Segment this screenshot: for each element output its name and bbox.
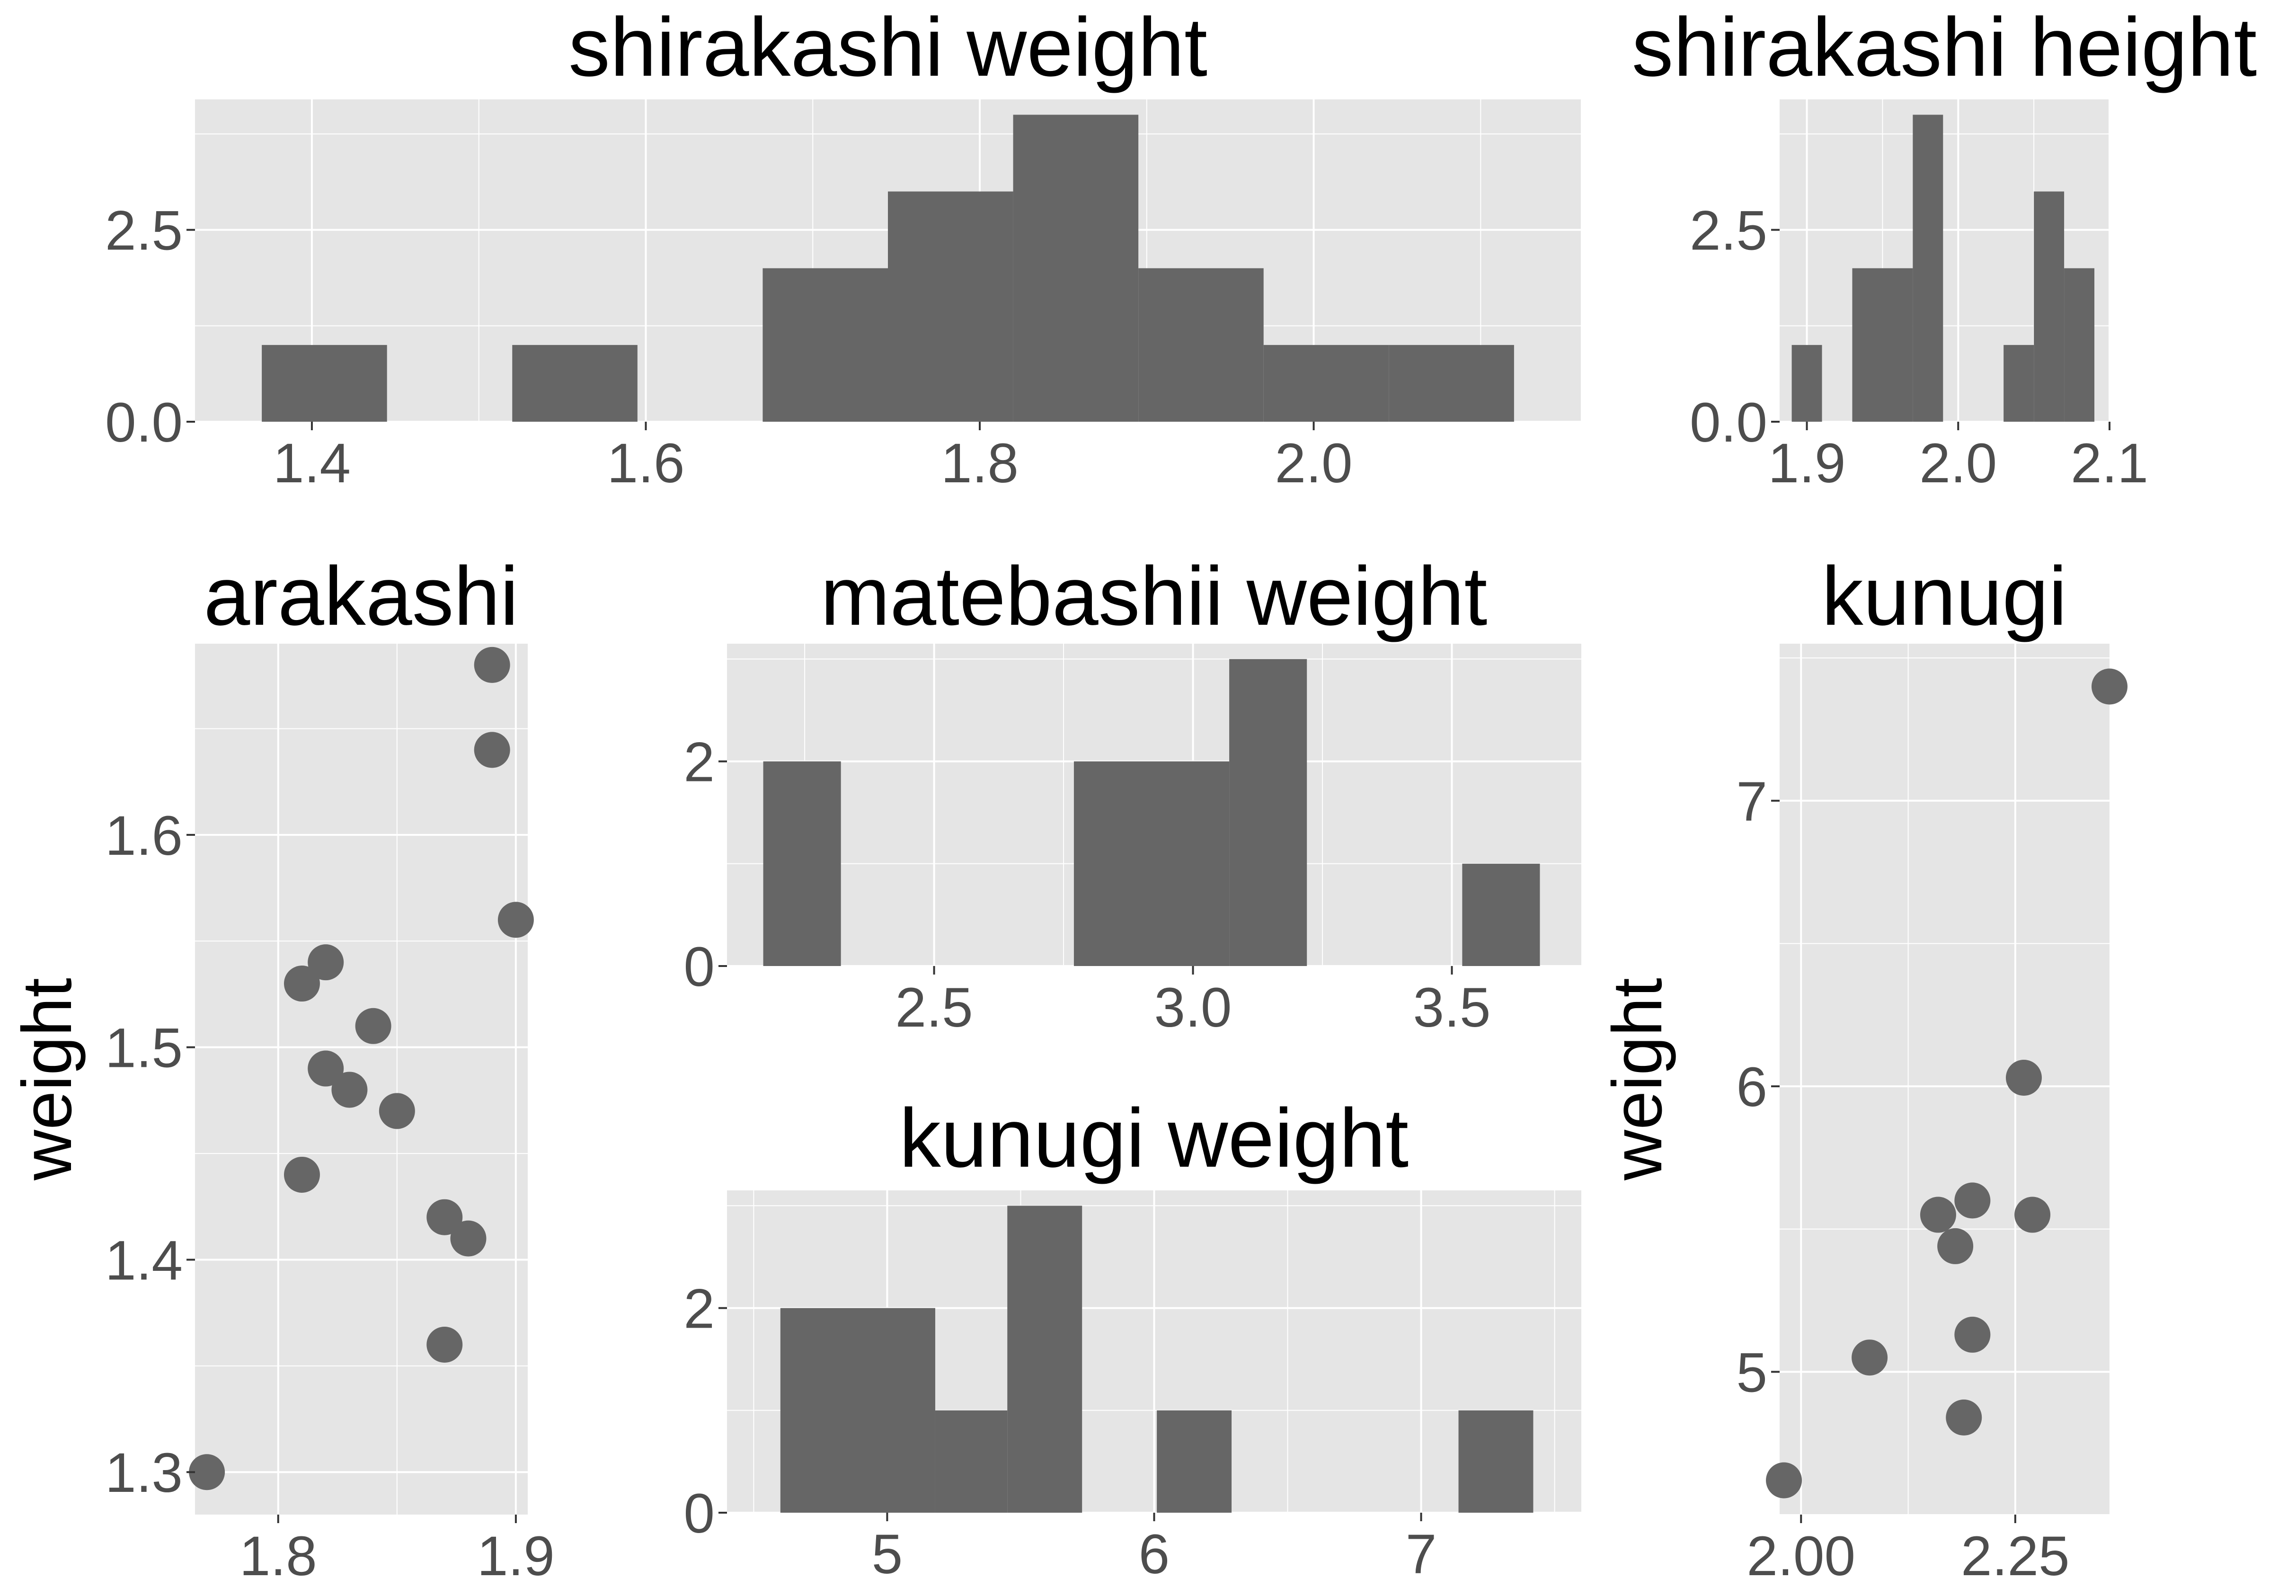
scatter-point-14 [497,902,534,938]
y-tick-label: 0.0 [105,391,183,454]
scatter-point-2 [284,1156,320,1193]
y-tick-label: 1.3 [105,1442,183,1504]
x-tick-label: 2.1 [2071,432,2148,495]
y-tick-label: 1.4 [105,1229,183,1292]
y-tick-label: 2.5 [105,200,183,262]
histogram-bar-9 [1462,863,1540,966]
panel-background [1780,644,2110,1515]
histogram-bar-1 [763,761,841,966]
scatter-point-1 [1766,1462,1802,1498]
histogram-bar-8 [1138,268,1264,422]
x-tick-label: 2.5 [895,976,973,1039]
scatter-point-3 [1920,1197,1956,1233]
histogram-bar-4 [1913,115,1943,422]
histogram-bar-5 [1157,1410,1232,1513]
x-tick-label: 5 [872,1523,903,1586]
histogram-bar-1 [780,1308,935,1513]
scatter-point-5 [1946,1399,1982,1436]
histogram-bar-7 [2034,191,2065,422]
scatter-point-9 [2014,1197,2051,1233]
scatter-point-8 [2005,1059,2042,1096]
x-tick-label: 1.8 [941,432,1019,495]
y-tick-label: 0 [683,936,715,998]
histogram-bar-3 [1007,1206,1082,1513]
histogram-bar-6 [1229,659,1307,966]
chart-title: matebashii weight [821,550,1488,643]
histogram-bar-1 [1791,345,1822,422]
x-tick-label: 2.25 [1961,1525,2070,1587]
scatter-point-1 [189,1454,225,1490]
y-tick-label: 6 [1736,1056,1767,1118]
y-tick-label: 0 [683,1482,715,1545]
histogram-bar-2 [935,1410,1008,1513]
histogram-bar-3 [512,345,638,422]
chart-title: shirakashi weight [568,1,1207,94]
scatter-point-7 [355,1008,391,1044]
x-tick-label: 2.0 [1919,432,1997,495]
panel-shirakashi-weight: 1.4 1.6 1.8 2.0 0.0 2.5 shirakashi weight [105,1,1581,495]
y-tick-label: 2 [683,731,715,794]
y-tick-label: 1.6 [105,805,183,867]
scatter-point-3 [284,966,320,1002]
y-tick-label: 2.5 [1690,200,1767,262]
y-axis-label: weight [8,978,86,1181]
x-tick-label: 1.9 [1768,432,1846,495]
panel-matebashii-weight: 2.5 3.0 3.5 0 2 matebashii weight [683,550,1581,1039]
panel-kunugi: 2.00 2.25 5 6 7 kunugi weight [1598,550,2128,1587]
histogram-bar-5 [1073,761,1230,966]
x-tick-label: 2.00 [1746,1525,1855,1587]
x-tick-label: 1.9 [477,1525,555,1587]
histogram-bar-3 [1852,268,1913,422]
scatter-point-12 [474,647,510,683]
y-tick-label: 0.0 [1690,391,1767,454]
x-tick-label: 6 [1139,1523,1170,1586]
x-tick-label: 3.5 [1413,976,1490,1039]
y-tick-label: 7 [1736,771,1767,833]
scatter-point-11 [450,1220,487,1257]
y-tick-label: 1.5 [105,1017,183,1080]
scatter-point-9 [426,1199,463,1235]
scatter-point-10 [2092,668,2128,705]
scatter-point-4 [308,944,344,981]
y-tick-label: 5 [1736,1341,1767,1404]
scatter-point-4 [1937,1228,1974,1264]
scatter-point-10 [426,1326,463,1363]
scatter-point-5 [308,1050,344,1087]
chart-title: arakashi [204,550,518,643]
x-tick-label: 1.8 [239,1525,317,1587]
scatter-point-13 [474,732,510,768]
x-tick-label: 3.0 [1154,976,1232,1039]
x-tick-label: 1.4 [273,432,351,495]
scatter-point-6 [331,1072,368,1108]
panel-arakashi: 1.8 1.9 1.3 1.4 1.5 1.6 arakashi weight [8,550,555,1587]
panel-kunugi-weight: 5 6 7 0 2 kunugi weight [683,1092,1581,1586]
x-tick-label: 7 [1406,1523,1437,1586]
histogram-bar-10 [1389,345,1514,422]
y-tick-label: 2 [683,1278,715,1340]
y-axis-label: weight [1598,978,1676,1181]
histogram-bar-6 [2003,345,2034,422]
histogram-bar-8 [2064,268,2095,422]
histogram-bar-9 [1263,345,1389,422]
scatter-point-8 [379,1093,415,1129]
scatter-point-6 [1954,1182,1991,1219]
panel-shirakashi-height: 1.9 2.0 2.1 0.0 2.5 shirakashi height [1632,1,2257,495]
chart-title: kunugi [1822,550,2067,643]
histogram-bar-7 [1458,1410,1534,1513]
chart-title: shirakashi height [1632,1,2257,94]
chart-title: kunugi weight [899,1092,1409,1185]
x-tick-label: 1.6 [607,432,684,495]
x-tick-label: 2.0 [1275,432,1353,495]
scatter-point-2 [1852,1339,1888,1376]
histogram-bar-7 [1013,115,1139,422]
histogram-bar-6 [888,191,1013,422]
histogram-bar-1 [262,345,387,422]
scatter-point-7 [1954,1316,1991,1353]
histogram-bar-5 [762,268,888,422]
